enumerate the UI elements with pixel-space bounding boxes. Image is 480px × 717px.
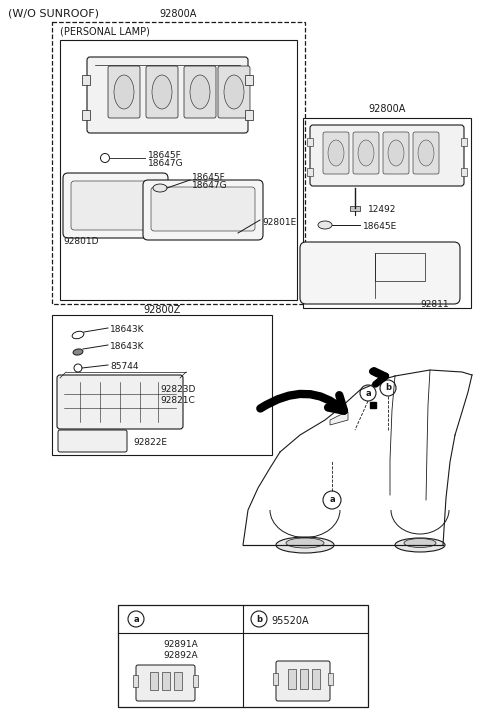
Bar xyxy=(82,75,90,85)
Bar xyxy=(461,138,467,146)
Ellipse shape xyxy=(404,538,436,548)
FancyBboxPatch shape xyxy=(184,66,216,118)
Ellipse shape xyxy=(328,140,344,166)
Text: 18647G: 18647G xyxy=(192,181,228,191)
Bar xyxy=(288,669,296,689)
Bar xyxy=(52,22,305,304)
Bar xyxy=(118,605,368,707)
Text: (W/O SUNROOF): (W/O SUNROOF) xyxy=(8,8,99,18)
Text: (PERSONAL LAMP): (PERSONAL LAMP) xyxy=(60,27,150,37)
Ellipse shape xyxy=(276,537,334,553)
Text: 18647G: 18647G xyxy=(148,159,184,168)
Bar xyxy=(375,253,425,281)
FancyBboxPatch shape xyxy=(323,132,349,174)
Text: 92892A: 92892A xyxy=(163,651,198,660)
FancyBboxPatch shape xyxy=(57,375,183,429)
Text: 92800Z: 92800Z xyxy=(144,305,180,315)
Ellipse shape xyxy=(152,75,172,109)
Ellipse shape xyxy=(395,538,445,552)
Bar xyxy=(245,110,253,120)
Text: 18645F: 18645F xyxy=(148,151,182,159)
Text: 92801E: 92801E xyxy=(262,218,296,227)
Text: 85744: 85744 xyxy=(110,362,139,371)
Ellipse shape xyxy=(358,140,374,166)
FancyBboxPatch shape xyxy=(143,180,263,240)
Ellipse shape xyxy=(224,75,244,109)
Text: 92811: 92811 xyxy=(420,300,449,309)
FancyBboxPatch shape xyxy=(146,66,178,118)
FancyBboxPatch shape xyxy=(71,181,160,230)
FancyBboxPatch shape xyxy=(310,125,464,186)
Ellipse shape xyxy=(114,75,134,109)
FancyBboxPatch shape xyxy=(218,66,250,118)
FancyBboxPatch shape xyxy=(136,665,195,701)
Bar xyxy=(82,110,90,120)
FancyBboxPatch shape xyxy=(413,132,439,174)
FancyBboxPatch shape xyxy=(373,251,427,283)
FancyBboxPatch shape xyxy=(58,430,127,452)
FancyBboxPatch shape xyxy=(63,173,168,238)
Bar xyxy=(461,168,467,176)
Bar xyxy=(350,206,360,211)
Text: a: a xyxy=(329,495,335,505)
Bar xyxy=(307,168,313,176)
Text: 18643K: 18643K xyxy=(110,325,144,334)
FancyArrowPatch shape xyxy=(372,371,386,384)
Bar xyxy=(328,673,333,685)
Text: 18645F: 18645F xyxy=(192,173,226,181)
Ellipse shape xyxy=(418,140,434,166)
Ellipse shape xyxy=(72,331,84,338)
Ellipse shape xyxy=(73,349,83,355)
Bar xyxy=(193,675,198,687)
FancyBboxPatch shape xyxy=(300,242,460,304)
Bar xyxy=(162,672,170,690)
Ellipse shape xyxy=(190,75,210,109)
Bar xyxy=(133,675,138,687)
FancyBboxPatch shape xyxy=(151,187,255,231)
FancyBboxPatch shape xyxy=(87,57,248,133)
Bar xyxy=(52,315,272,455)
FancyBboxPatch shape xyxy=(108,66,140,118)
Text: 18645E: 18645E xyxy=(363,222,397,231)
Text: b: b xyxy=(385,384,391,392)
Bar xyxy=(273,673,278,685)
Ellipse shape xyxy=(388,140,404,166)
Text: 18643K: 18643K xyxy=(110,342,144,351)
FancyArrowPatch shape xyxy=(260,394,344,411)
FancyBboxPatch shape xyxy=(383,132,409,174)
Polygon shape xyxy=(330,412,348,425)
Bar xyxy=(245,75,253,85)
Bar xyxy=(312,669,320,689)
Ellipse shape xyxy=(286,538,324,548)
Text: 92821C: 92821C xyxy=(160,396,195,405)
Bar xyxy=(174,672,182,690)
FancyBboxPatch shape xyxy=(276,661,330,701)
Bar xyxy=(60,40,297,300)
Bar xyxy=(300,669,308,689)
Bar xyxy=(303,118,471,308)
Text: 92822E: 92822E xyxy=(133,438,167,447)
Text: 92823D: 92823D xyxy=(160,385,195,394)
Text: a: a xyxy=(133,614,139,624)
Text: 92800A: 92800A xyxy=(160,9,197,19)
Ellipse shape xyxy=(318,221,332,229)
Text: 92801D: 92801D xyxy=(63,237,98,246)
Text: a: a xyxy=(365,389,371,397)
Text: 92891A: 92891A xyxy=(163,640,198,649)
Text: b: b xyxy=(256,614,262,624)
Text: 92800A: 92800A xyxy=(368,104,406,114)
Text: 12492: 12492 xyxy=(368,205,396,214)
Ellipse shape xyxy=(153,184,167,192)
FancyBboxPatch shape xyxy=(353,132,379,174)
Bar xyxy=(307,138,313,146)
Bar xyxy=(150,672,158,690)
Text: 95520A: 95520A xyxy=(271,616,309,626)
